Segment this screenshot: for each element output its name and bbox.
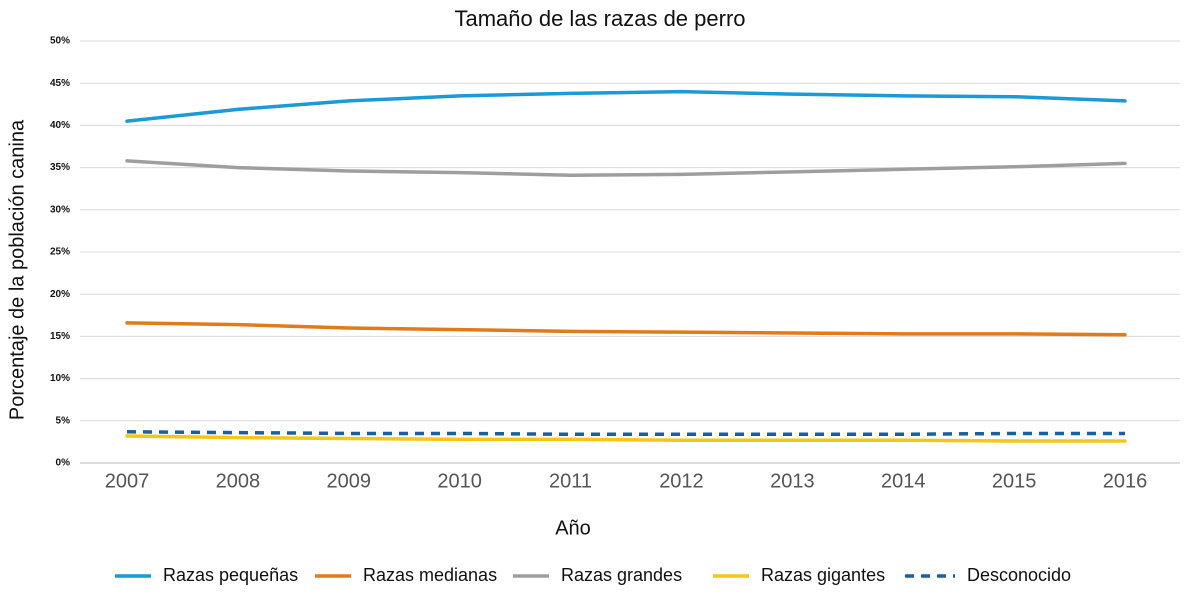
x-tick-label: 2010 — [437, 470, 482, 492]
y-tick-label: 0% — [56, 458, 71, 469]
y-axis-label: Porcentaje de la población canina — [6, 119, 28, 420]
series-line — [125, 321, 1127, 337]
series-line — [126, 430, 1125, 437]
chart-title: Tamaño de las razas de perro — [454, 6, 745, 31]
x-tick-label: 2014 — [881, 470, 926, 492]
y-tick-label: 5% — [56, 415, 71, 426]
legend-label: Razas pequeñas — [163, 565, 298, 585]
x-axis-label: Año — [555, 517, 591, 539]
y-tick-label: 10% — [50, 373, 70, 384]
y-tick-label: 15% — [50, 331, 70, 342]
legend-label: Desconocido — [967, 565, 1071, 585]
y-tick-label: 30% — [50, 204, 70, 215]
y-tick-label: 35% — [50, 162, 70, 173]
y-tick-label: 50% — [50, 36, 70, 47]
x-tick-label: 2015 — [992, 470, 1037, 492]
y-tick-label: 40% — [50, 120, 70, 131]
y-tick-label: 25% — [50, 247, 70, 258]
x-tick-label: 2012 — [659, 470, 704, 492]
legend-label: Razas gigantes — [761, 565, 885, 585]
series-line — [125, 434, 1127, 443]
x-tick-label: 2008 — [216, 470, 261, 492]
series-line — [125, 89, 1127, 123]
x-tick-label: 2009 — [327, 470, 372, 492]
x-tick-label: 2007 — [105, 470, 150, 492]
x-tick-label: 2013 — [770, 470, 815, 492]
x-tick-label: 2011 — [549, 470, 592, 492]
x-tick-label: 2016 — [1103, 470, 1148, 492]
y-tick-label: 45% — [50, 78, 70, 89]
legend-label: Razas grandes — [561, 565, 682, 585]
series-line — [125, 159, 1127, 177]
y-tick-label: 20% — [50, 289, 70, 300]
legend-label: Razas medianas — [363, 565, 497, 585]
